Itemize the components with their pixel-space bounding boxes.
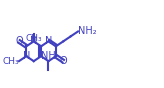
Text: CH₃: CH₃ bbox=[2, 57, 19, 66]
Text: N: N bbox=[30, 36, 37, 46]
Text: O: O bbox=[15, 36, 23, 46]
Text: NH₂: NH₂ bbox=[78, 26, 97, 36]
Text: N: N bbox=[23, 51, 30, 61]
Text: CH₃: CH₃ bbox=[25, 34, 42, 43]
Text: NH: NH bbox=[41, 51, 56, 61]
Text: O: O bbox=[59, 56, 67, 66]
Text: N: N bbox=[45, 36, 52, 46]
